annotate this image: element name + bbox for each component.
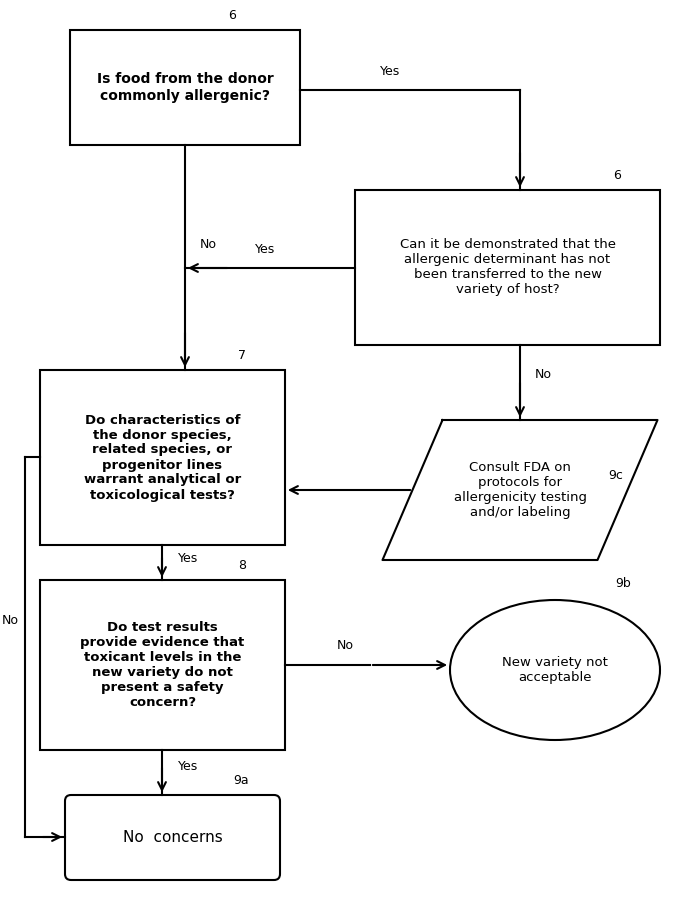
Text: 7: 7 — [238, 349, 246, 362]
Polygon shape — [382, 420, 657, 560]
Text: Consult FDA on
protocols for
allergenicity testing
and/or labeling: Consult FDA on protocols for allergenici… — [454, 461, 587, 519]
Text: Yes: Yes — [380, 65, 400, 78]
Text: Do test results
provide evidence that
toxicant levels in the
new variety do not
: Do test results provide evidence that to… — [80, 621, 244, 709]
FancyBboxPatch shape — [65, 795, 280, 880]
Text: Is food from the donor
commonly allergenic?: Is food from the donor commonly allergen… — [97, 72, 274, 103]
Text: No: No — [200, 239, 217, 251]
Text: Yes: Yes — [178, 551, 198, 565]
Text: Do characteristics of
the donor species,
related species, or
progenitor lines
wa: Do characteristics of the donor species,… — [84, 414, 241, 502]
Text: No  concerns: No concerns — [122, 830, 223, 845]
Text: 9a: 9a — [233, 774, 248, 787]
Text: 9b: 9b — [615, 577, 631, 590]
Text: Can it be demonstrated that the
allergenic determinant has not
been transferred : Can it be demonstrated that the allergen… — [400, 239, 615, 296]
Ellipse shape — [450, 600, 660, 740]
Text: 8: 8 — [238, 559, 246, 572]
Bar — [40, 580, 285, 750]
Text: 6: 6 — [613, 169, 621, 182]
Text: New variety not
acceptable: New variety not acceptable — [502, 656, 608, 684]
Text: Yes: Yes — [178, 760, 198, 772]
Text: Yes: Yes — [255, 243, 275, 256]
Bar — [70, 30, 300, 145]
Text: 6: 6 — [228, 9, 236, 22]
Text: No: No — [1, 614, 18, 626]
Text: 9c: 9c — [608, 469, 623, 482]
Text: No: No — [535, 369, 552, 381]
Text: No: No — [337, 639, 354, 652]
Bar — [40, 370, 285, 545]
Bar — [355, 190, 660, 345]
